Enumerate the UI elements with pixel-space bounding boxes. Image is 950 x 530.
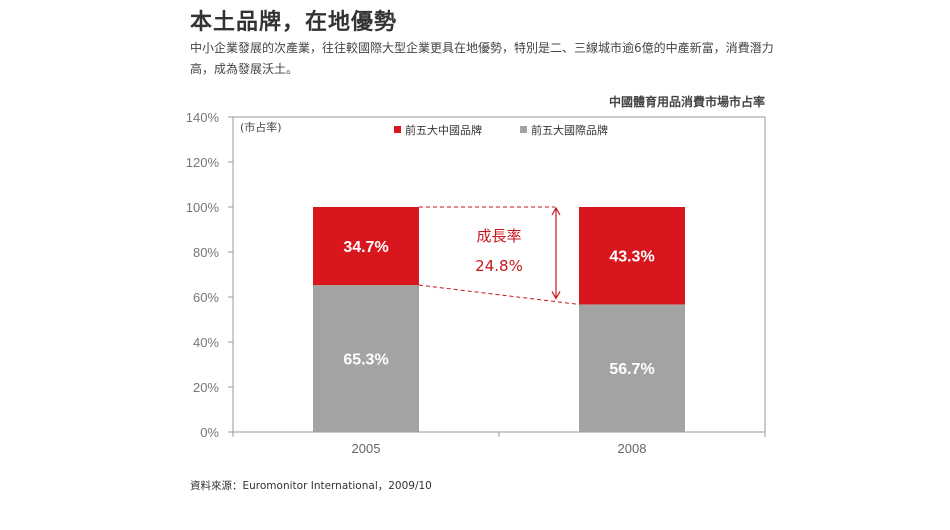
bar-data-label: 34.7% — [343, 239, 388, 256]
x-tick-label: 2008 — [618, 441, 647, 456]
y-tick-label: 60% — [193, 290, 219, 305]
bar-segment — [579, 207, 685, 305]
arrow-down-icon — [551, 291, 561, 300]
legend-label: 前五大國際品牌 — [531, 123, 608, 137]
source-note: 資料來源：Euromonitor International，2009/10 — [190, 480, 432, 492]
bar-segment — [579, 304, 685, 432]
arrow-up-icon — [551, 206, 561, 216]
y-tick-label: 20% — [193, 380, 219, 395]
y-tick-label: 0% — [200, 425, 219, 440]
x-tick-label: 2005 — [352, 441, 381, 456]
y-tick-label: 120% — [186, 155, 220, 170]
bar-data-label: 65.3% — [343, 352, 388, 369]
bar-data-label: 56.7% — [609, 361, 654, 378]
y-tick-label: 100% — [186, 200, 220, 215]
y-axis: 0% 20% 40% 60% 80% 100% 120% 140% — [186, 110, 233, 440]
y-tick-label: 80% — [193, 245, 219, 260]
growth-annotation: 成長率 24.8% — [418, 206, 580, 305]
legend-swatch — [394, 126, 401, 133]
bar-segment — [313, 207, 419, 286]
page-description: 中小企業發展的次產業，往往較國際大型企業更具在地優勢，特別是二、三線城市逾6億的… — [190, 41, 774, 76]
y-tick-label: 40% — [193, 335, 219, 350]
legend: 前五大中國品牌 前五大國際品牌 — [394, 123, 608, 137]
growth-label: 成長率 — [476, 227, 521, 245]
growth-value: 24.8% — [475, 257, 523, 275]
chart-title: 中國體育用品消費市場市占率 — [608, 95, 765, 109]
y-tick-label: 140% — [186, 110, 220, 125]
bar-data-label: 43.3% — [609, 249, 654, 266]
bar-segment — [313, 285, 419, 432]
page-title: 本土品牌，在地優勢 — [190, 10, 398, 35]
x-axis: 2005 2008 — [232, 432, 766, 456]
legend-swatch — [520, 126, 527, 133]
y-unit-label: (市占率) — [240, 120, 282, 134]
bars: 65.3% 34.7% 56.7% 43.3% — [313, 207, 685, 432]
connector-line-split — [418, 284, 580, 305]
legend-label: 前五大中國品牌 — [405, 123, 482, 137]
